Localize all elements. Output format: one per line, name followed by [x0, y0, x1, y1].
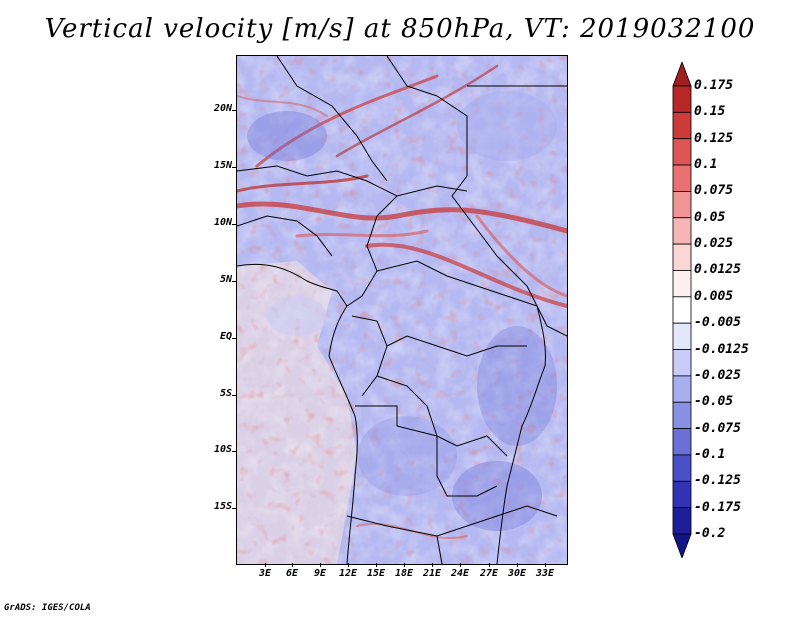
lon-tick [545, 563, 546, 567]
colorbar-label: -0.1 [694, 446, 726, 462]
lat-label: 15N [213, 160, 232, 171]
country-borders [237, 56, 567, 564]
colorbar-min-arrow [672, 533, 692, 558]
lon-tick [292, 563, 293, 567]
lat-label: 15S [213, 501, 232, 512]
colorbar-label: 0.005 [694, 288, 734, 304]
lat-tick [232, 167, 236, 168]
colorbar-segment [672, 217, 692, 245]
lon-label: 12E [338, 568, 358, 579]
velocity-field-map [237, 56, 567, 564]
lon-label: 33E [535, 568, 555, 579]
colorbar-segment [672, 401, 692, 429]
colorbar-segment [672, 243, 692, 271]
colorbar-label: 0.175 [694, 78, 734, 93]
lon-label: 6E [285, 568, 299, 579]
lon-tick [320, 563, 321, 567]
lat-label: 20N [213, 103, 232, 114]
colorbar-label: -0.175 [694, 499, 741, 515]
colorbar-segment [672, 480, 692, 509]
colorbar-label: 0.0125 [694, 262, 741, 278]
colorbar-segment [672, 507, 692, 535]
lon-label: 18E [394, 568, 414, 579]
colorbar-segment [672, 164, 692, 192]
ascent-bands [237, 64, 567, 540]
lon-tick [404, 563, 405, 567]
lon-label: 15E [366, 568, 386, 579]
lon-tick [460, 563, 461, 567]
colorbar-label: -0.125 [694, 473, 741, 489]
lon-tick [432, 563, 433, 567]
colorbar-segment [672, 191, 692, 219]
map-title: Vertical velocity [m/s] at 850hPa, VT: 2… [44, 14, 756, 44]
lat-label: EQ [219, 331, 232, 342]
colorbar-label: -0.025 [694, 367, 741, 383]
colorbar [672, 62, 692, 558]
lat-label: 5N [219, 274, 232, 285]
lon-tick [489, 563, 490, 567]
colorbar-segment [672, 322, 692, 350]
lon-label: 30E [507, 568, 527, 579]
map-panel [236, 55, 568, 565]
colorbar-segment [672, 454, 692, 482]
colorbar-segment [672, 111, 692, 140]
colorbar-label: -0.005 [694, 315, 741, 331]
lat-tick [232, 224, 236, 225]
colorbar-segment [672, 270, 692, 298]
colorbar-label: -0.0125 [694, 341, 749, 357]
lon-tick [265, 563, 266, 567]
lat-tick [232, 451, 236, 452]
lat-label: 10S [213, 444, 232, 455]
colorbar-segment [672, 138, 692, 166]
colorbar-label: -0.2 [694, 526, 726, 541]
lat-tick [232, 395, 236, 396]
lon-label: 9E [313, 568, 327, 579]
lon-tick [376, 563, 377, 567]
lat-tick [232, 338, 236, 339]
colorbar-label: -0.05 [694, 394, 734, 410]
colorbar-max-arrow [672, 62, 692, 87]
colorbar-label: 0.05 [694, 209, 726, 225]
colorbar-segment [672, 375, 692, 403]
colorbar-label: -0.075 [694, 420, 741, 436]
lat-tick [232, 508, 236, 509]
colorbar-label: 0.1 [694, 157, 718, 173]
lat-label: 10N [213, 217, 232, 228]
descent-patches [247, 91, 557, 531]
lon-tick [348, 563, 349, 567]
lat-label: 5S [219, 388, 232, 399]
lon-tick [517, 563, 518, 567]
lon-label: 24E [450, 568, 470, 579]
lat-tick [232, 110, 236, 111]
colorbar-label: 0.075 [694, 183, 734, 199]
lon-label: 21E [422, 568, 442, 579]
colorbar-segment [672, 428, 692, 456]
grads-credit: GrADS: IGES/COLA [4, 603, 91, 613]
colorbar-segment [672, 349, 692, 377]
lat-tick [232, 281, 236, 282]
colorbar-segment [672, 85, 692, 113]
lon-label: 3E [258, 568, 272, 579]
lon-label: 27E [479, 568, 499, 579]
colorbar-label: 0.025 [694, 236, 734, 252]
colorbar-segment [672, 296, 692, 324]
colorbar-label: 0.15 [694, 104, 726, 120]
colorbar-label: 0.125 [694, 130, 734, 146]
